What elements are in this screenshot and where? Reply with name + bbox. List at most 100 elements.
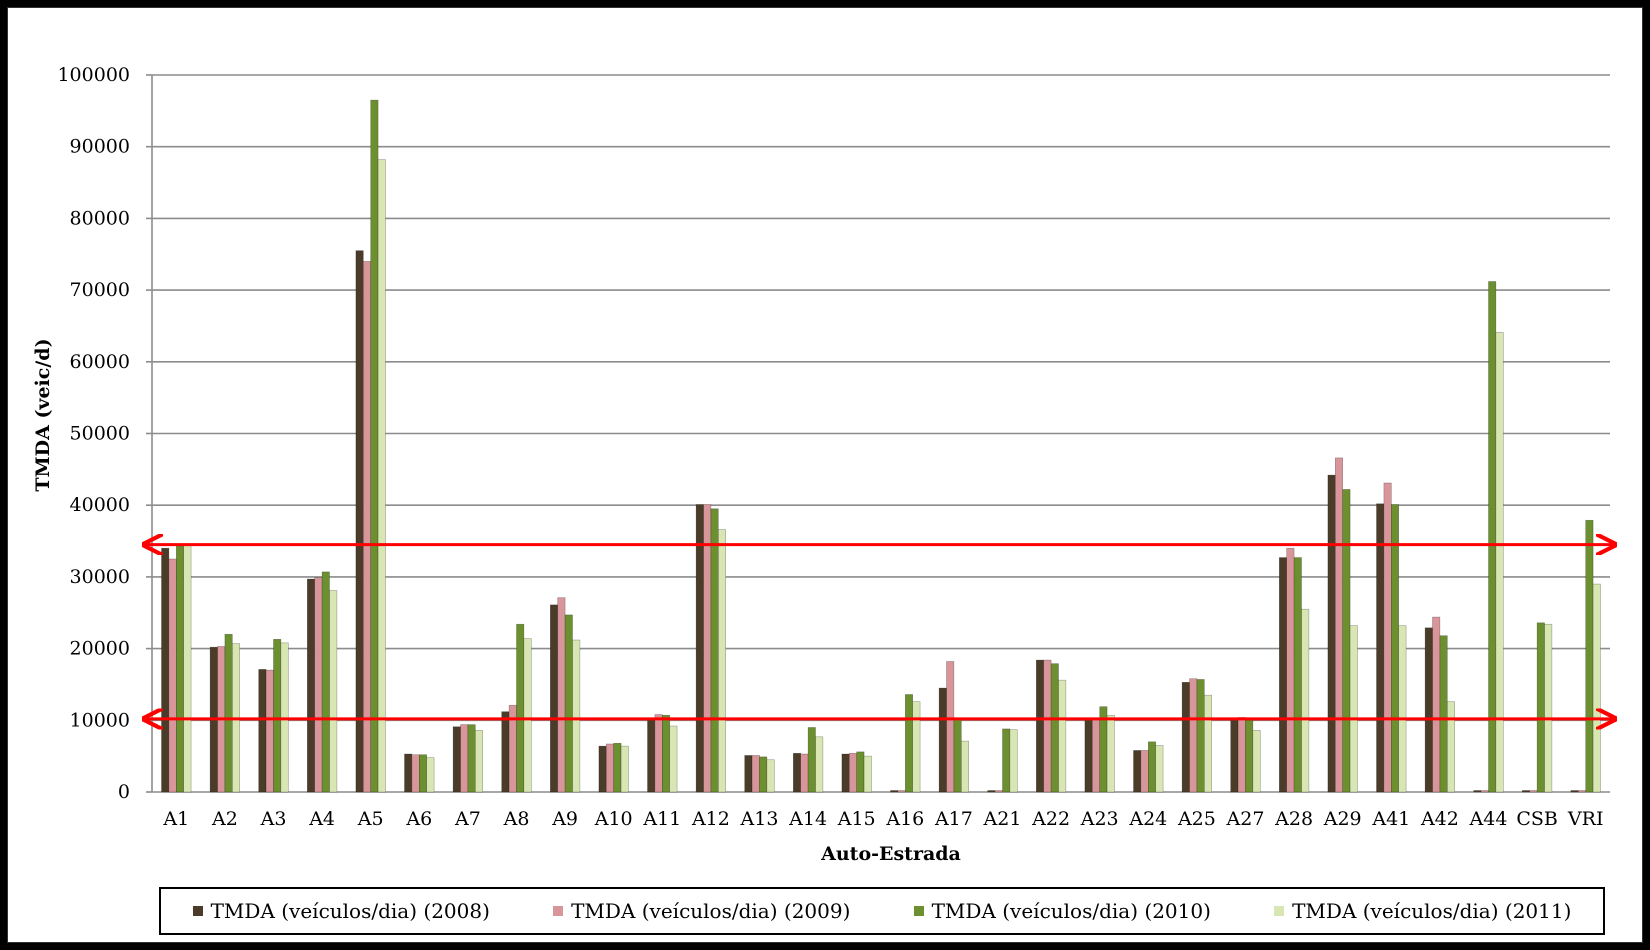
bar-A1-0 — [161, 547, 170, 793]
bar-A17-0 — [938, 687, 947, 793]
bar-A24-1 — [1140, 750, 1149, 793]
bar-A1-1 — [168, 558, 177, 793]
x-tick-label: A12 — [691, 808, 730, 830]
bar-A29-0 — [1327, 474, 1336, 793]
x-tick-label: A4 — [308, 808, 335, 830]
x-tick-label: A25 — [1177, 808, 1216, 830]
legend: TMDA (veículos/dia) (2008) TMDA (veículo… — [159, 887, 1605, 935]
bar-A10-3 — [620, 745, 629, 793]
bar-A4-2 — [321, 571, 330, 793]
bar-A42-1 — [1432, 616, 1441, 793]
bar-A24-2 — [1148, 741, 1157, 793]
bar-A12-2 — [710, 508, 719, 793]
bar-CSB-0 — [1522, 790, 1531, 793]
bar-A8-3 — [523, 638, 532, 793]
bars — [161, 99, 1601, 793]
x-tick-label: A8 — [503, 808, 530, 830]
y-tick-label: 70000 — [70, 279, 130, 301]
bar-A16-0 — [890, 790, 899, 793]
bar-A14-0 — [792, 752, 801, 793]
reference-lines — [144, 545, 1615, 719]
legend-swatch-2008 — [192, 906, 203, 916]
bar-A12-1 — [703, 504, 712, 793]
bar-CSB-2 — [1536, 622, 1545, 793]
bar-A28-3 — [1301, 608, 1310, 793]
bar-A44-1 — [1480, 790, 1489, 793]
bar-A21-1 — [994, 790, 1003, 793]
bar-A11-2 — [661, 714, 670, 793]
bar-A10-0 — [598, 745, 607, 793]
legend-swatch-2011 — [1274, 906, 1285, 916]
bar-VRI-1 — [1578, 790, 1587, 793]
bar-A14-2 — [807, 727, 816, 793]
bar-A28-1 — [1286, 547, 1295, 793]
bar-A21-2 — [1002, 728, 1011, 793]
y-tick-label: 10000 — [70, 709, 130, 731]
x-tick-label: A11 — [642, 808, 681, 830]
bar-A3-2 — [273, 638, 282, 793]
x-tick-label: A16 — [885, 808, 924, 830]
bar-VRI-0 — [1570, 790, 1579, 793]
gridlines — [146, 74, 1610, 793]
y-tick-label: 30000 — [70, 566, 130, 588]
x-tick-label: A10 — [594, 808, 633, 830]
bar-VRI-2 — [1585, 519, 1594, 793]
y-tick-label: 60000 — [70, 351, 130, 373]
bar-A17-1 — [946, 661, 955, 793]
bar-A22-1 — [1043, 659, 1052, 793]
bar-A7-0 — [452, 726, 461, 793]
bar-A28-0 — [1279, 557, 1288, 793]
bar-A29-1 — [1335, 457, 1344, 793]
y-tick-label: 80000 — [70, 207, 130, 229]
x-tick-label: A6 — [405, 808, 432, 830]
bar-A44-0 — [1473, 790, 1482, 793]
bar-A5-1 — [362, 261, 371, 793]
y-axis-title: TMDA (veic/d) — [32, 338, 54, 491]
bar-A13-0 — [744, 755, 753, 793]
bar-A25-1 — [1189, 678, 1198, 793]
bar-A8-0 — [501, 711, 510, 793]
x-tick-label: A3 — [260, 808, 287, 830]
x-tick-label: A14 — [788, 808, 827, 830]
x-tick-label: A1 — [162, 808, 189, 830]
bar-A10-2 — [613, 742, 622, 793]
bar-A15-0 — [841, 753, 850, 793]
x-tick-label: CSB — [1516, 808, 1558, 830]
x-tick-label: A22 — [1031, 808, 1070, 830]
x-tick-label: A24 — [1128, 808, 1167, 830]
bar-A5-3 — [377, 159, 386, 793]
bar-A5-0 — [355, 250, 364, 793]
bar-A4-3 — [329, 590, 338, 793]
bar-A11-0 — [647, 717, 656, 793]
bar-A1-3 — [183, 544, 192, 793]
bar-A23-3 — [1106, 714, 1115, 793]
bar-A3-0 — [258, 669, 267, 793]
bar-CSB-1 — [1529, 790, 1538, 793]
bar-A25-3 — [1204, 694, 1213, 793]
bar-A22-0 — [1036, 659, 1045, 793]
bar-A27-3 — [1252, 730, 1261, 793]
bar-A15-1 — [848, 752, 857, 793]
bar-A6-0 — [404, 753, 413, 793]
bar-A44-2 — [1488, 281, 1497, 793]
bar-A6-3 — [426, 757, 435, 793]
bar-A7-2 — [467, 724, 476, 793]
bar-A27-1 — [1237, 717, 1246, 793]
x-tick-label: A7 — [454, 808, 481, 830]
bar-A21-3 — [1009, 729, 1018, 793]
bar-A10-1 — [605, 743, 614, 793]
legend-item-2010: TMDA (veículos/dia) (2010) — [913, 899, 1211, 923]
legend-label-2009: TMDA (veículos/dia) (2009) — [571, 899, 851, 923]
y-tick-label: 20000 — [70, 638, 130, 660]
bar-A29-3 — [1349, 625, 1358, 793]
y-axis-ticks: 0 10000 20000 30000 40000 50000 60000 70000 8000… — [57, 64, 130, 803]
bar-A15-3 — [863, 755, 872, 793]
bar-A12-0 — [695, 504, 704, 793]
bar-A1-2 — [176, 544, 185, 793]
x-tick-label: A41 — [1371, 808, 1410, 830]
y-tick-label: 90000 — [70, 136, 130, 158]
x-tick-label: A29 — [1323, 808, 1362, 830]
bar-A41-0 — [1376, 503, 1385, 793]
bar-A9-0 — [549, 604, 558, 793]
